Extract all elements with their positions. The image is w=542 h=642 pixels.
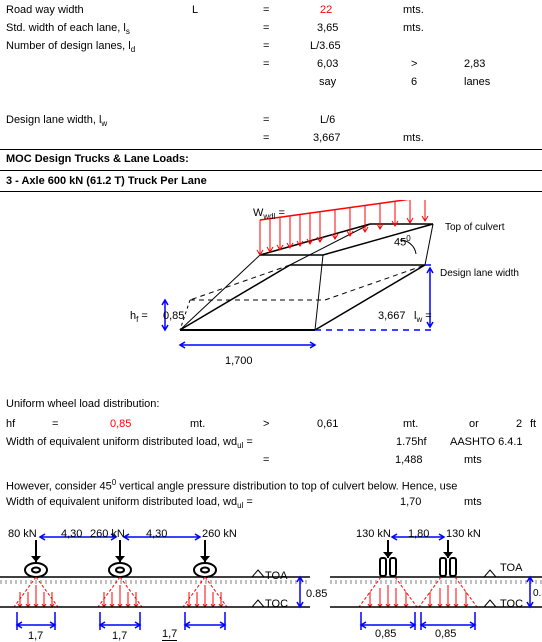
eq: = (263, 132, 269, 144)
dia-170: 1,700 (225, 355, 253, 367)
hf-unit: mt. (190, 418, 205, 430)
roadway-sym: L (192, 4, 198, 16)
dim-17: 1,7 (28, 630, 43, 642)
stdlane-label: Std. width of each lane, ls (6, 22, 130, 36)
dim-180: 1,80 (408, 528, 429, 540)
hf-ft: ft (530, 418, 536, 430)
roadway-val: 22 (320, 4, 332, 16)
eq: = (263, 114, 269, 126)
truck-right-diagram (330, 530, 542, 640)
moc-heading: MOC Design Trucks & Lane Loads: (6, 153, 189, 165)
gt: > (263, 418, 269, 430)
toa-label: TOA (265, 570, 287, 582)
nlanes-label: Number of design lanes, ld (6, 40, 135, 54)
toa-label: TOA (500, 562, 522, 574)
say: say (319, 76, 336, 88)
dim-085b: 0,85 (435, 628, 456, 640)
wdu2-unit: mts (464, 496, 482, 508)
wdu2-val: 1,70 (400, 496, 421, 508)
wdu-175: 1.75hf (396, 436, 427, 448)
eq: = (263, 22, 269, 34)
dim-430: 4,30 (61, 528, 82, 540)
say-val: 6 (411, 76, 417, 88)
stdlane-unit: mts. (403, 22, 424, 34)
aashto: AASHTO 6.4.1 (450, 436, 523, 448)
load-130kn: 130 kN (356, 528, 391, 540)
truck-left-diagram (0, 530, 310, 640)
wdu-label: Width of equivalent uniform distributed … (6, 436, 253, 450)
eq: = (52, 418, 58, 430)
hf-val2: 0,85 (110, 418, 131, 430)
load-260kn: 260 kN (202, 528, 237, 540)
hf-label2: hf (6, 418, 15, 430)
load-260kn: 260 kN (90, 528, 125, 540)
hf-unit2: mt. (403, 418, 418, 430)
load-80kn: 80 kN (8, 528, 37, 540)
eq: = (263, 58, 269, 70)
top-of-culvert-label: Top of culvert (445, 222, 504, 233)
dim-085-right: 0.85 (533, 588, 542, 599)
eq: = (263, 4, 269, 16)
design-lane-width-label: Design lane width (440, 268, 519, 279)
wdu-val: 1,488 (395, 454, 423, 466)
nlanes-formula: L/3.65 (310, 40, 341, 52)
dlw-formula: L/6 (320, 114, 335, 126)
toc-label: TOC (500, 598, 523, 610)
dim-17: 1,7 (162, 628, 177, 641)
toc-label: TOC (265, 598, 288, 610)
lanes-unit: lanes (464, 76, 490, 88)
or: or (469, 418, 479, 430)
nlanes-val: 6,03 (317, 58, 338, 70)
stdlane-val: 3,65 (317, 22, 338, 34)
angle-45: 450 (394, 234, 411, 249)
dim-085b: 0,85 (375, 628, 396, 640)
hf-2: 2 (516, 418, 522, 430)
dim-430: 4,30 (146, 528, 167, 540)
load-130kn: 130 kN (446, 528, 481, 540)
roadway-unit: mts. (403, 4, 424, 16)
lw-label: lw = (414, 310, 432, 324)
nlanes-v3: 2,83 (464, 58, 485, 70)
however-note: However, consider 450 vertical angle pre… (6, 478, 457, 493)
roadway-width-label: Road way width (6, 4, 84, 16)
gt: > (411, 58, 417, 70)
uwl-heading: Uniform wheel load distribution: (6, 398, 159, 410)
dim-085: 0.85 (306, 588, 327, 600)
hf-val: 0,85 (163, 310, 184, 322)
eq: = (263, 40, 269, 52)
dlw-val: 3,667 (313, 132, 341, 144)
dim-17: 1,7 (112, 630, 127, 642)
dlw-unit: mts. (403, 132, 424, 144)
dia-367: 3,667 (378, 310, 406, 322)
wwdl-label: Wwdl = (253, 207, 285, 221)
eq: = (263, 454, 269, 466)
wdu-unit: mts (464, 454, 482, 466)
wdu2-label: Width of equivalent uniform distributed … (6, 496, 253, 510)
hf-cmp: 0,61 (317, 418, 338, 430)
axle-heading: 3 - Axle 600 kN (61.2 T) Truck Per Lane (6, 175, 207, 187)
hf-label: hf = (130, 310, 148, 324)
dlw-label: Design lane width, lw (6, 114, 107, 128)
